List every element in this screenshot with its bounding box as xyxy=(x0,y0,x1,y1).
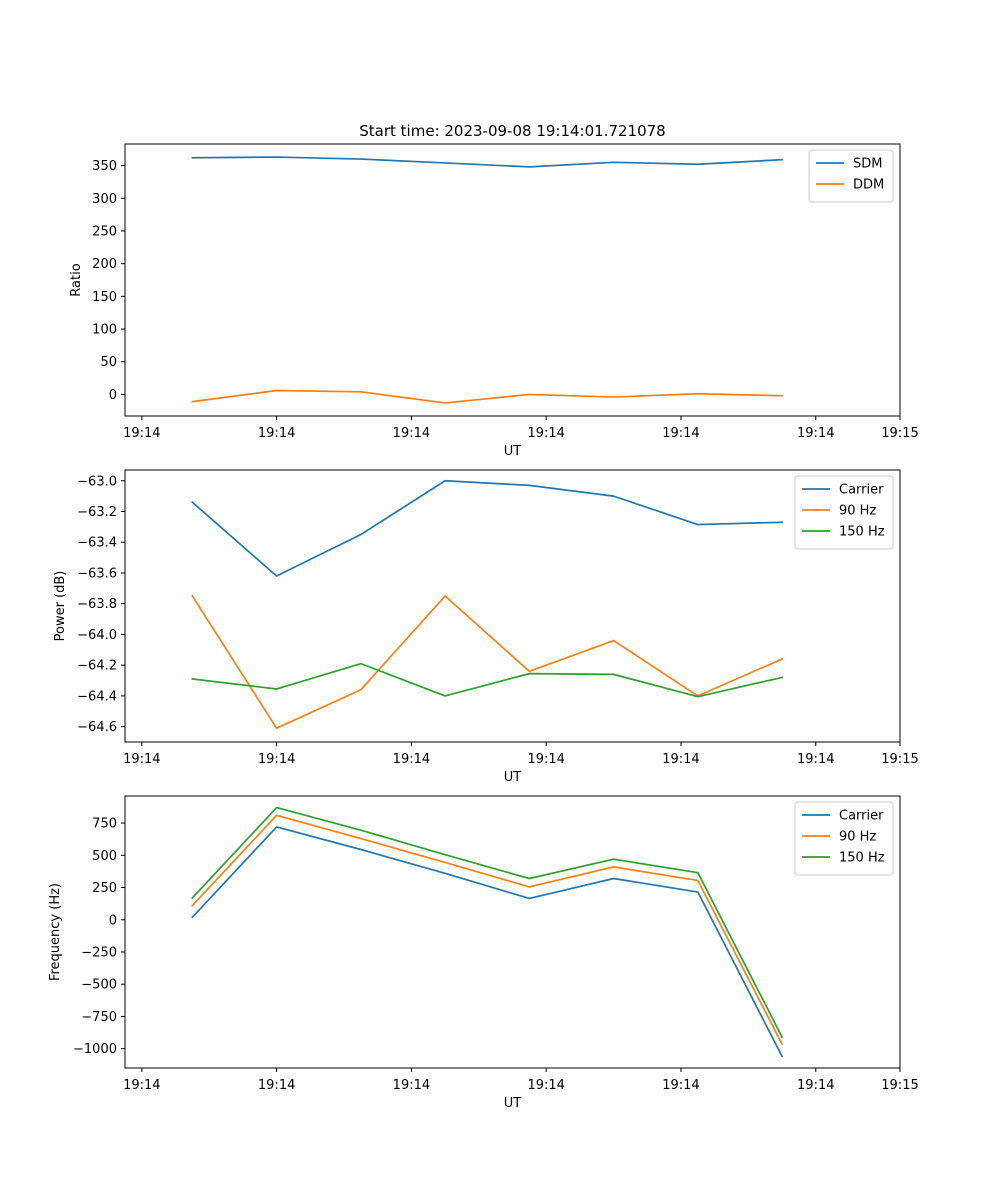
y-tick-label: 0 xyxy=(109,913,117,928)
y-tick-label: −63.0 xyxy=(77,474,117,489)
y-axis-label: Power (dB) xyxy=(53,571,68,642)
y-tick-label: −1000 xyxy=(73,1042,117,1057)
legend-label: 150 Hz xyxy=(839,525,885,540)
legend-label: 90 Hz xyxy=(839,830,876,845)
y-tick-label: 250 xyxy=(92,881,117,896)
legend: SDM DDM xyxy=(808,149,894,203)
x-tick-label: 19:14 xyxy=(797,1078,834,1093)
legend-label: Carrier xyxy=(839,809,884,824)
figure-title: Start time: 2023-09-08 19:14:01.721078 xyxy=(359,122,665,140)
series-line-carrier xyxy=(191,826,784,1058)
legend: Carrier 90 Hz 150 Hz xyxy=(794,475,894,550)
y-tick-label: −63.2 xyxy=(77,505,117,520)
legend-label: DDM xyxy=(853,178,884,193)
panels: 19:14 19:14 19:14 19:14 19:14 19:14 19:15 0 50 10… xyxy=(48,143,919,1111)
series-line-90-hz xyxy=(191,814,784,1046)
y-tick-label: −64.4 xyxy=(77,689,117,704)
x-tick-label: 19:14 xyxy=(123,1078,160,1093)
x-tick-label: 19:14 xyxy=(527,1078,564,1093)
x-tick-label: 19:14 xyxy=(393,1078,430,1093)
x-tick-label: 19:15 xyxy=(881,1078,918,1093)
y-tick-label: −64.6 xyxy=(77,720,117,735)
legend-label: SDM xyxy=(853,157,882,172)
x-tick-label: 19:15 xyxy=(881,426,918,441)
y-tick-label: −63.4 xyxy=(77,536,117,551)
panel-2: 19:14 19:14 19:14 19:14 19:14 19:14 19:15 −64.6… xyxy=(53,469,919,785)
x-tick-label: 19:14 xyxy=(123,752,160,767)
series-line-90-hz xyxy=(191,594,784,730)
legend-label: Carrier xyxy=(839,483,884,498)
panel-1: 19:14 19:14 19:14 19:14 19:14 19:14 19:15 0 50 10… xyxy=(69,143,919,459)
y-tick-label: 50 xyxy=(100,355,117,370)
x-axis-label: UT xyxy=(504,770,522,785)
legend: Carrier 90 Hz 150 Hz xyxy=(794,801,894,876)
x-tick-label: 19:14 xyxy=(797,752,834,767)
series-line-150-hz xyxy=(191,662,784,698)
y-tick-label: 100 xyxy=(92,323,117,338)
x-tick-label: 19:14 xyxy=(258,752,295,767)
y-axis-label: Frequency (Hz) xyxy=(48,883,63,981)
y-tick-label: −63.8 xyxy=(77,597,117,612)
x-axis-label: UT xyxy=(504,444,522,459)
axes-frame xyxy=(124,469,901,743)
x-tick-label: 19:14 xyxy=(527,752,564,767)
x-tick-label: 19:14 xyxy=(258,426,295,441)
y-tick-label: −64.0 xyxy=(77,628,117,643)
x-tick-label: 19:15 xyxy=(881,752,918,767)
y-tick-label: 750 xyxy=(92,817,117,832)
panel-3: 19:14 19:14 19:14 19:14 19:14 19:14 19:15 −1000… xyxy=(48,795,919,1111)
y-tick-label: −64.2 xyxy=(77,659,117,674)
axes-frame xyxy=(124,143,901,417)
x-axis-label: UT xyxy=(504,1096,522,1111)
x-tick-label: 19:14 xyxy=(123,426,160,441)
x-tick-label: 19:14 xyxy=(258,1078,295,1093)
legend-label: 150 Hz xyxy=(839,851,885,866)
x-tick-label: 19:14 xyxy=(393,426,430,441)
legend-label: 90 Hz xyxy=(839,504,876,519)
y-tick-label: 250 xyxy=(92,224,117,239)
y-tick-label: 0 xyxy=(109,388,117,403)
y-tick-label: −63.6 xyxy=(77,566,117,581)
series-line-carrier xyxy=(191,479,783,577)
y-axis-label: Ratio xyxy=(69,263,84,296)
y-tick-label: 500 xyxy=(92,849,117,864)
series-line-ddm xyxy=(191,389,783,404)
y-tick-label: 300 xyxy=(92,192,117,207)
series-line-150-hz xyxy=(191,806,784,1039)
y-tick-label: 150 xyxy=(92,290,117,305)
x-tick-label: 19:14 xyxy=(393,752,430,767)
series-line-sdm xyxy=(191,156,783,168)
y-tick-label: −500 xyxy=(81,978,117,993)
x-tick-label: 19:14 xyxy=(662,752,699,767)
y-tick-label: −750 xyxy=(81,1010,117,1025)
x-tick-label: 19:14 xyxy=(797,426,834,441)
y-tick-label: 200 xyxy=(92,257,117,272)
axes-frame xyxy=(124,795,901,1069)
y-tick-label: −250 xyxy=(81,945,117,960)
x-tick-label: 19:14 xyxy=(662,426,699,441)
y-tick-label: 350 xyxy=(92,159,117,174)
x-tick-label: 19:14 xyxy=(527,426,564,441)
x-tick-label: 19:14 xyxy=(662,1078,699,1093)
